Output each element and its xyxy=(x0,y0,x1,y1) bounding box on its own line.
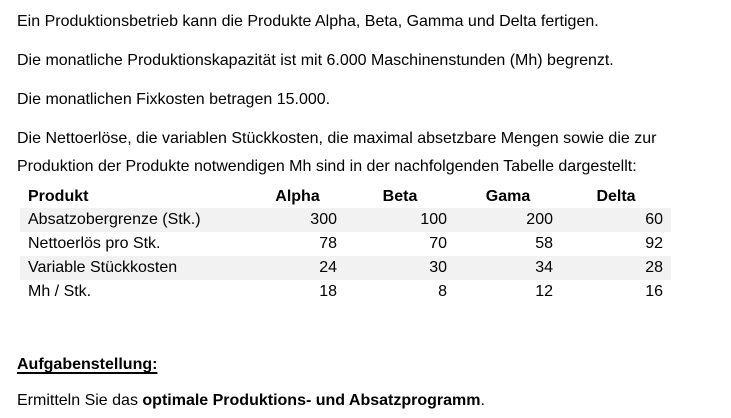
col-header-gama: Gama xyxy=(485,187,531,205)
table-cell: 92 xyxy=(645,235,663,252)
table-cell: 60 xyxy=(645,211,663,228)
task-sentence-suffix: . xyxy=(480,392,485,409)
table-cell: 34 xyxy=(535,259,553,276)
task-heading: Aufgabenstellung: xyxy=(17,356,158,373)
table-row-mh-pro-stk: Mh / Stk. 18 8 12 16 xyxy=(20,280,671,304)
intro-paragraph-4-line-2: Produktion der Produkte notwendigen Mh s… xyxy=(17,158,637,175)
task-sentence-prefix: Ermitteln Sie das xyxy=(17,392,143,409)
intro-paragraph-3: Die monatlichen Fixkosten betragen 15.00… xyxy=(17,91,331,108)
table-cell: 12 xyxy=(535,283,553,300)
intro-paragraph-2: Die monatliche Produktionskapazität ist … xyxy=(17,52,614,69)
table-cell: 16 xyxy=(645,283,663,300)
col-header-alpha: Alpha xyxy=(275,187,320,205)
table-row-absatzobergrenze: Absatzobergrenze (Stk.) 300 100 200 60 xyxy=(20,208,671,232)
intro-paragraph-1: Ein Produktionsbetrieb kann die Produkte… xyxy=(17,13,599,30)
table-cell: 300 xyxy=(310,211,337,228)
col-header-produkt: Produkt xyxy=(28,187,89,205)
task-sentence: Ermitteln Sie das optimale Produktions- … xyxy=(17,387,715,415)
row-label: Absatzobergrenze (Stk.) xyxy=(28,211,201,228)
products-table: Produkt Alpha Beta Gama Delta Absatzober… xyxy=(20,185,671,304)
row-label: Mh / Stk. xyxy=(28,283,92,300)
table-cell: 30 xyxy=(429,259,447,276)
intro-paragraph-4: Die Nettoerlöse, die variablen Stückkost… xyxy=(17,125,715,181)
table-cell: 18 xyxy=(319,283,337,300)
table-cell: 8 xyxy=(438,283,447,300)
intro-paragraph-4-line-1: Die Nettoerlöse, die variablen Stückkost… xyxy=(17,130,657,147)
table-row-variable-stueckkosten: Variable Stückkosten 24 30 34 28 xyxy=(20,256,671,280)
table-header-row: Produkt Alpha Beta Gama Delta xyxy=(20,185,671,208)
table-cell: 70 xyxy=(429,235,447,252)
col-header-delta: Delta xyxy=(596,187,636,205)
task-sentence-bold: optimale Produktions- und Absatzprogramm xyxy=(142,392,481,409)
table-cell: 200 xyxy=(526,211,553,228)
table-cell: 24 xyxy=(319,259,337,276)
table-cell: 78 xyxy=(319,235,337,252)
table-cell: 100 xyxy=(420,211,447,228)
row-label: Nettoerlös pro Stk. xyxy=(28,235,161,252)
col-header-beta: Beta xyxy=(382,187,418,205)
table-cell: 58 xyxy=(535,235,553,252)
row-label: Variable Stückkosten xyxy=(28,259,178,276)
table-cell: 28 xyxy=(645,259,663,276)
table-row-nettoerloes: Nettoerlös pro Stk. 78 70 58 92 xyxy=(20,232,671,256)
